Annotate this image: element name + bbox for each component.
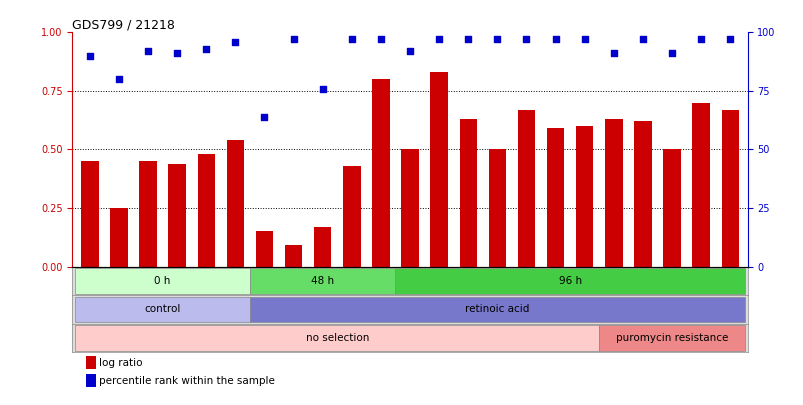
FancyBboxPatch shape [395,268,744,294]
Bar [430,72,447,266]
Text: 96 h: 96 h [558,276,581,286]
Bar [168,164,185,266]
Point [112,76,125,83]
Text: percentile rank within the sample: percentile rank within the sample [100,376,275,386]
Point [636,36,649,43]
Point [665,50,678,57]
Bar [255,231,273,266]
Text: GDS799 / 21218: GDS799 / 21218 [72,18,175,31]
Bar [198,154,214,266]
Point [141,48,154,54]
Point [520,36,532,43]
Bar [110,208,128,266]
Text: puromycin resistance: puromycin resistance [615,333,728,343]
Text: no selection: no selection [305,333,369,343]
Bar [691,102,709,266]
Text: 48 h: 48 h [311,276,334,286]
Bar [343,166,360,266]
Text: retinoic acid: retinoic acid [465,305,529,314]
FancyBboxPatch shape [250,268,395,294]
FancyBboxPatch shape [75,325,598,351]
Text: log ratio: log ratio [100,358,143,368]
Point [316,85,328,92]
Point [345,36,358,43]
FancyBboxPatch shape [598,325,744,351]
Point [723,36,736,43]
Point [374,36,387,43]
Point [548,36,561,43]
Bar [546,128,564,266]
Bar [720,110,738,266]
FancyBboxPatch shape [75,268,250,294]
Point [200,45,213,52]
Bar [401,149,418,266]
Point [461,36,474,43]
Point [694,36,707,43]
Bar [517,110,535,266]
Point [491,36,503,43]
Bar [372,79,389,266]
Bar [575,126,593,266]
Point [403,48,416,54]
Bar [488,149,505,266]
Bar [314,227,331,266]
FancyBboxPatch shape [75,296,250,322]
Point [606,50,619,57]
Point [84,53,96,59]
Bar [605,119,622,266]
Bar [284,245,302,266]
Point [229,38,242,45]
Point [432,36,445,43]
Bar [139,161,157,266]
Text: control: control [145,305,181,314]
Point [287,36,300,43]
Bar [81,161,99,266]
Bar [634,122,651,266]
Point [258,113,271,120]
Point [170,50,183,57]
Text: 0 h: 0 h [154,276,170,286]
Bar [459,119,476,266]
Bar [86,356,96,369]
Bar [86,374,96,387]
Point [577,36,590,43]
Bar [226,140,244,266]
FancyBboxPatch shape [250,296,744,322]
Bar [662,149,680,266]
